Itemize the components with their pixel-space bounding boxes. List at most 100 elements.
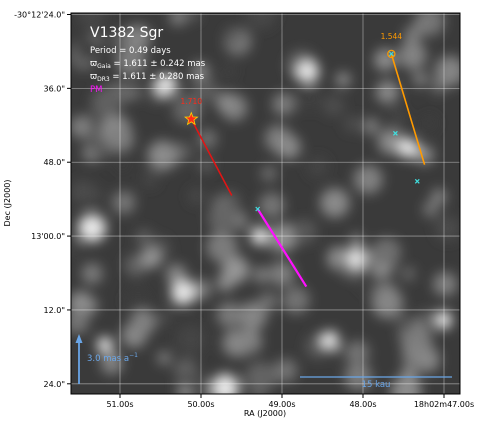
- bright-source: [434, 311, 452, 329]
- sky-blob: [412, 70, 429, 87]
- sky-blob: [398, 41, 427, 70]
- sky-blob: [71, 310, 90, 335]
- sky-blob: [126, 85, 141, 100]
- sky-blob: [222, 329, 251, 357]
- sky-blob: [124, 287, 152, 315]
- sky-blob: [71, 239, 80, 257]
- y-tick-label: 24.0": [44, 380, 66, 389]
- bright-source: [297, 61, 319, 83]
- sky-blob: [215, 92, 236, 113]
- sky-image: [71, 13, 460, 394]
- sky-blob: [343, 115, 361, 133]
- sky-blob: [188, 187, 205, 205]
- pm-vector-line: [256, 208, 308, 288]
- period-text: Period = 0.49 days: [90, 46, 171, 56]
- sky-blob: [414, 346, 440, 373]
- parallax-dr3-text: ϖDR3 = 1.611 ± 0.280 mas: [90, 72, 205, 83]
- companion-label: 1.544: [381, 32, 403, 41]
- sky-blob: [388, 108, 407, 127]
- sky-blob: [112, 190, 136, 215]
- sky-blob: [198, 157, 214, 172]
- sky-blob: [135, 229, 153, 246]
- plot-frame: [70, 12, 461, 395]
- sky-blob: [222, 64, 236, 79]
- sky-blob: [111, 31, 126, 46]
- bright-source: [251, 227, 269, 245]
- sky-blob: [206, 231, 238, 263]
- x-axis-label: RA (J2000): [244, 409, 286, 418]
- sky-blob: [207, 204, 235, 232]
- sky-blob: [307, 156, 329, 178]
- sky-blob: [100, 352, 123, 375]
- sky-blob: [140, 247, 162, 269]
- sky-blob: [269, 261, 295, 287]
- sky-blob: [253, 266, 270, 284]
- sky-blob: [322, 95, 345, 117]
- sky-blob: [157, 351, 171, 365]
- target-pm-line: [190, 118, 233, 196]
- bright-source: [171, 281, 195, 305]
- x-tick-label: 51.00s: [106, 400, 133, 409]
- sky-blob: [246, 13, 277, 30]
- sky-blob: [107, 126, 134, 153]
- sky-blob: [372, 237, 402, 267]
- x-tick-label: 48.00s: [349, 400, 376, 409]
- y-tick-label: 36.0": [44, 84, 66, 93]
- sky-blob: [141, 171, 158, 188]
- sky-blob: [197, 129, 218, 149]
- y-tick-label: -30°12'24.0": [14, 11, 65, 20]
- sky-blob: [395, 313, 414, 333]
- plot-area: [71, 13, 460, 394]
- bright-source: [321, 331, 339, 349]
- sky-blob: [336, 72, 351, 87]
- sky-blob: [156, 310, 171, 325]
- sky-blob: [362, 117, 380, 135]
- sky-blob: [79, 296, 98, 315]
- sky-blob: [224, 28, 242, 45]
- sky-blob: [332, 346, 345, 360]
- sky-blob: [216, 302, 242, 328]
- sky-blob: [292, 219, 317, 244]
- sky-blob: [76, 36, 101, 61]
- sky-blob: [177, 385, 191, 394]
- sky-blob: [421, 115, 438, 132]
- bright-source: [347, 248, 367, 268]
- sky-blob: [211, 195, 229, 212]
- star-marker: [255, 206, 261, 212]
- scale-bar-label: 15 kau: [362, 380, 391, 390]
- chart-title: V1382 Sgr: [90, 25, 163, 41]
- x-axis: 51.00s 50.00s 49.00s 48.00s 18h02m47.00s: [106, 394, 474, 409]
- x-tick-label: 50.00s: [187, 400, 214, 409]
- sky-blob: [431, 188, 447, 205]
- bright-source: [155, 74, 177, 96]
- y-axis: -30°12'24.0" 36.0" 48.0" 13'00.0" 12.0" 24.0": [14, 11, 71, 389]
- bright-source: [97, 337, 113, 353]
- bright-source: [211, 374, 239, 394]
- sky-blob: [115, 45, 147, 77]
- target-star-marker: [184, 111, 199, 126]
- y-tick-label: 13'00.0": [31, 232, 65, 241]
- star-marker: [414, 178, 420, 184]
- sky-blob: [413, 19, 428, 35]
- sky-blob: [191, 62, 210, 81]
- companion-pm-line: [390, 53, 426, 165]
- companion-marker: [387, 49, 396, 59]
- y-tick-label: 12.0": [44, 306, 66, 315]
- sky-blob: [375, 80, 399, 104]
- sky-blob: [401, 266, 416, 281]
- sky-blob: [258, 291, 278, 312]
- sky-blob: [353, 164, 383, 194]
- grid-lines: [71, 13, 460, 394]
- sky-blob: [81, 184, 102, 205]
- sky-blob: [238, 301, 267, 331]
- sky-blob: [91, 87, 122, 118]
- sky-blob: [282, 286, 310, 315]
- sky-blob: [221, 256, 250, 284]
- parallax-gaia-text: ϖGaia = 1.611 ± 0.242 mas: [90, 59, 206, 70]
- sky-blob: [349, 233, 364, 248]
- sky-blob: [258, 192, 285, 219]
- sky-blob: [124, 24, 151, 52]
- sky-blob: [71, 115, 93, 139]
- sky-blob: [433, 272, 458, 297]
